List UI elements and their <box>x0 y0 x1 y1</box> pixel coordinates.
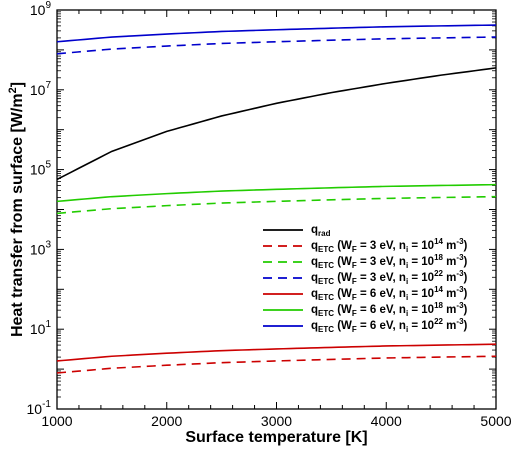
series-lines <box>56 24 497 374</box>
legend-label-6: qETC (WF = 6 eV, ni = 1022 m-3) <box>311 317 468 334</box>
series-line-5 <box>56 183 497 203</box>
x-axis-ticks: 1000 2000 3000 4000 5000 <box>41 10 511 429</box>
x-tick-label: 5000 <box>480 413 511 429</box>
x-axis-title: Surface temperature [K] <box>185 429 367 446</box>
y-tick-label: 10-1 <box>27 399 52 417</box>
legend-label-1: qETC (WF = 3 eV, ni = 1014 m-3) <box>311 237 468 254</box>
x-tick-label: 2000 <box>151 413 182 429</box>
legend-label-5: qETC (WF = 6 eV, ni = 1018 m-3) <box>311 301 468 318</box>
legend-label-3: qETC (WF = 3 eV, ni = 1022 m-3) <box>311 269 468 286</box>
series-line-6 <box>56 24 497 43</box>
y-tick-label: 109 <box>30 0 52 18</box>
legend-label-2: qETC (WF = 3 eV, ni = 1018 m-3) <box>311 253 468 270</box>
series-line-4 <box>56 343 497 362</box>
y-axis-title: Heat transfer from surface [W/m2] <box>7 82 26 337</box>
y-tick-label: 105 <box>30 160 52 178</box>
x-tick-label: 3000 <box>261 413 292 429</box>
x-tick-label: 1000 <box>41 413 72 429</box>
legend-label-0: qrad <box>311 224 331 238</box>
x-tick-label: 4000 <box>371 413 402 429</box>
y-tick-label: 107 <box>30 80 52 98</box>
series-line-3 <box>56 36 497 55</box>
y-tick-label: 101 <box>30 319 52 337</box>
legend-label-4: qETC (WF = 6 eV, ni = 1014 m-3) <box>311 285 468 302</box>
series-line-0 <box>56 67 497 181</box>
y-tick-label: 103 <box>30 239 52 257</box>
series-line-1 <box>56 355 497 374</box>
series-line-2 <box>56 195 497 215</box>
y-axis-ticks: 10-1 101 103 105 107 109 <box>27 0 496 417</box>
